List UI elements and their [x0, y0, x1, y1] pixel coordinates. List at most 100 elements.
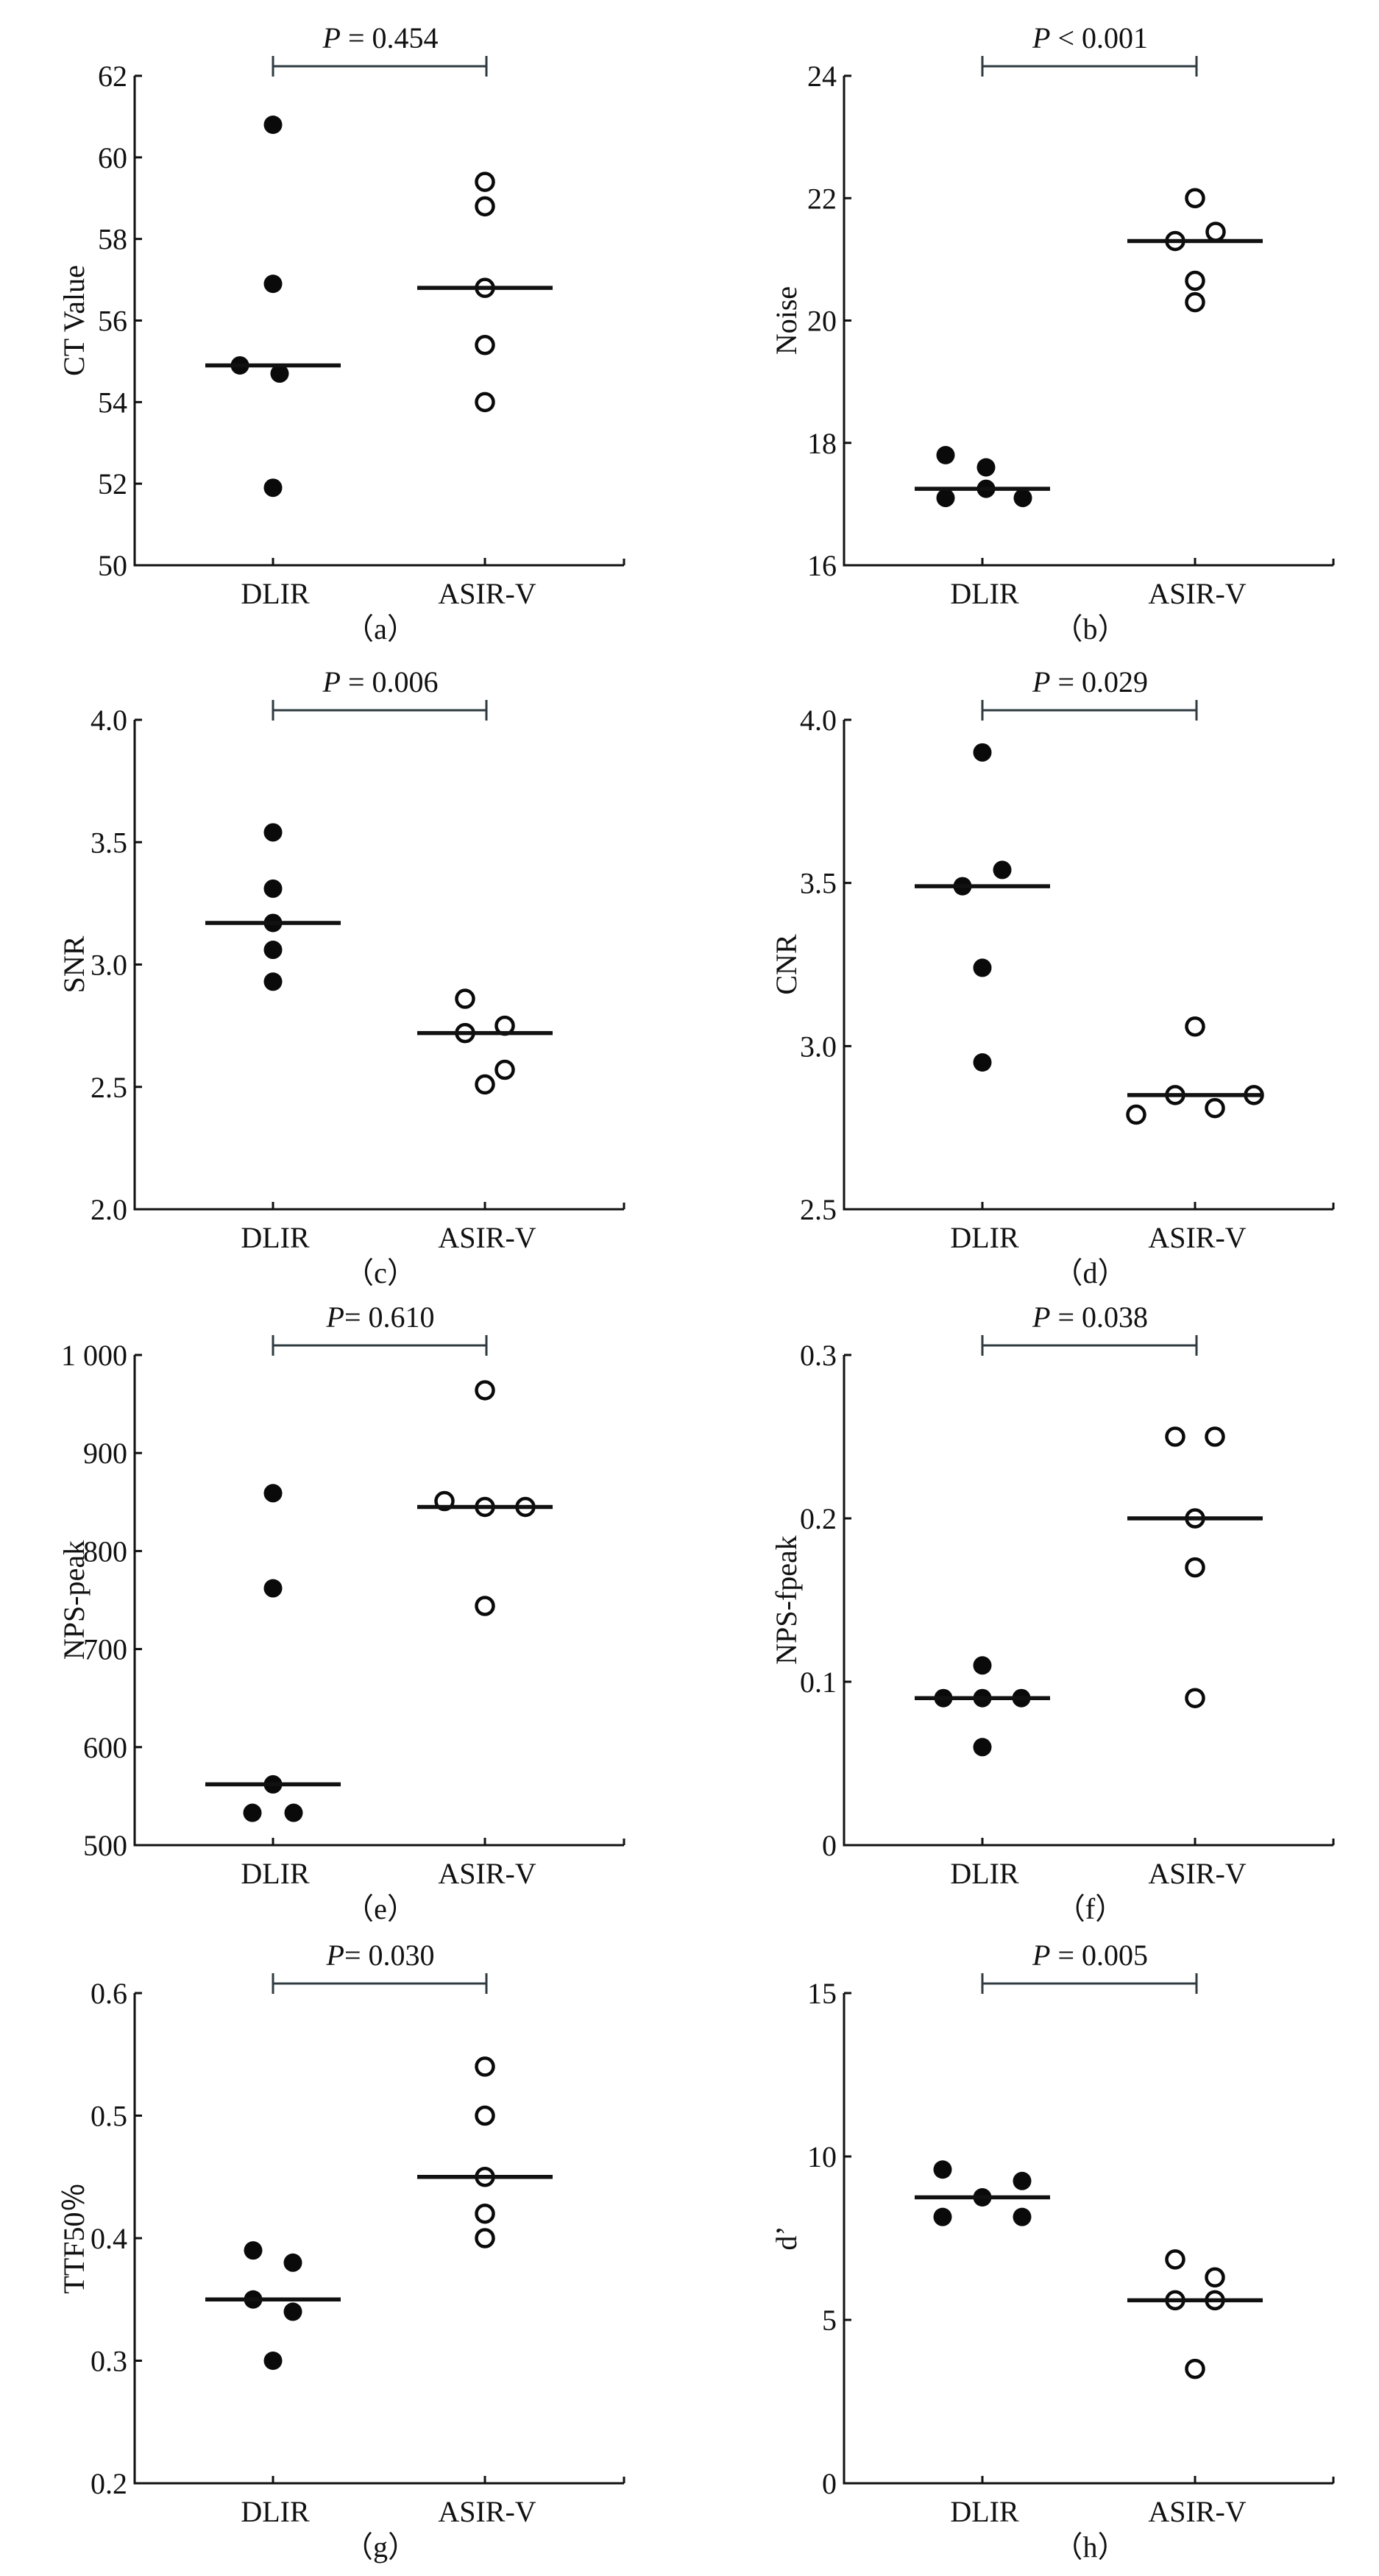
data-point-dlir: [283, 2253, 302, 2272]
p-value: = 0.454: [341, 21, 439, 54]
data-point-dlir: [243, 1803, 262, 1822]
y-tick-label: 3.5: [800, 867, 837, 900]
p-value-label: P < 0.001: [1032, 21, 1148, 54]
data-point-dlir: [973, 1738, 992, 1757]
p-value: = 0.006: [341, 665, 439, 698]
p-symbol: P: [1032, 21, 1050, 54]
y-tick-label: 4.0: [91, 704, 127, 737]
data-point-asir-v: [1205, 1097, 1225, 1119]
y-axis-title: Noise: [770, 286, 803, 355]
data-point-dlir: [933, 2207, 952, 2226]
data-point-asir-v: [475, 2203, 495, 2224]
p-value: = 0.038: [1050, 1301, 1148, 1334]
x-tick-label-asir-v: ASIR-V: [1148, 2495, 1246, 2528]
data-point-dlir: [1013, 2207, 1032, 2226]
p-symbol: P: [322, 21, 341, 54]
y-axis-title: SNR: [57, 935, 91, 993]
y-tick-label: 52: [98, 467, 127, 500]
y-tick-label: 18: [807, 427, 837, 460]
data-point-asir-v: [475, 1380, 495, 1401]
p-symbol: P: [322, 665, 341, 698]
y-tick-label: 56: [98, 305, 127, 338]
data-point-asir-v: [455, 988, 475, 1009]
chart-panel-d: 2.5 3.0 3.5 4.0 DLIR ASIR-V CNR （d） P = 0.029: [770, 665, 1335, 1289]
panel-caption: （d）: [1054, 1256, 1127, 1289]
data-point-dlir: [933, 2160, 952, 2179]
data-point-dlir: [973, 1656, 992, 1675]
x-tick-label-asir-v: ASIR-V: [1148, 1221, 1246, 1254]
y-axis-title: d’: [770, 2226, 803, 2250]
p-value-label: P = 0.005: [1032, 1939, 1148, 1972]
data-point-dlir: [263, 879, 283, 898]
x-tick-label-asir-v: ASIR-V: [438, 577, 536, 610]
x-tick-label-dlir: DLIR: [241, 1221, 310, 1254]
y-axis-title: CNR: [770, 934, 803, 995]
y-tick-label: 54: [98, 386, 127, 419]
data-point-asir-v: [1185, 1016, 1205, 1037]
p-value: < 0.001: [1050, 21, 1148, 54]
x-tick-label-asir-v: ASIR-V: [1148, 577, 1246, 610]
y-tick-label: 0: [822, 2467, 837, 2500]
p-symbol: P: [326, 1939, 344, 1972]
data-point-dlir: [263, 2352, 283, 2370]
chart-panel-g: 0.2 0.3 0.4 0.5 0.6 DLIR ASIR-V TTF50％ （g） P= 0.0…: [57, 1939, 625, 2563]
chart-panel-e: 500 600 700 800 900 1 000 DLIR ASIR-V NPS-peak （e…: [57, 1301, 625, 1925]
y-tick-label: 20: [807, 305, 837, 338]
data-point-dlir: [973, 1053, 992, 1072]
y-tick-label: 10: [807, 2140, 837, 2173]
data-point-asir-v: [475, 196, 495, 217]
data-point-dlir: [263, 1484, 283, 1503]
p-value-label: P = 0.029: [1032, 665, 1148, 698]
y-tick-label: 600: [83, 1731, 127, 1764]
x-tick-label-dlir: DLIR: [950, 1857, 1019, 1890]
data-point-dlir: [1013, 489, 1032, 508]
y-tick-label: 5: [822, 2304, 837, 2337]
x-tick-label-asir-v: ASIR-V: [438, 1857, 536, 1890]
x-tick-label-asir-v: ASIR-V: [438, 1221, 536, 1254]
panel-caption: （h）: [1054, 2530, 1127, 2563]
p-value: = 0.029: [1050, 665, 1148, 698]
y-tick-label: 900: [83, 1437, 127, 1470]
y-tick-label: 2.5: [91, 1071, 127, 1104]
y-tick-label: 3.5: [91, 826, 127, 859]
data-point-dlir: [270, 364, 289, 383]
y-tick-label: 0: [822, 1829, 837, 1862]
data-point-dlir: [263, 116, 283, 134]
data-point-dlir: [263, 823, 283, 842]
data-point-dlir: [283, 2302, 302, 2321]
p-value-label: P= 0.610: [326, 1301, 435, 1334]
x-tick-label-dlir: DLIR: [241, 2495, 310, 2528]
data-point-asir-v: [1205, 222, 1226, 242]
x-tick-label-dlir: DLIR: [950, 577, 1019, 610]
y-tick-label: 0.3: [800, 1339, 837, 1372]
panel-caption: （f）: [1056, 1892, 1124, 1925]
data-point-dlir: [244, 2241, 263, 2260]
y-tick-label: 0.2: [800, 1502, 837, 1535]
data-point-asir-v: [1165, 1426, 1185, 1447]
data-point-asir-v: [475, 2105, 495, 2126]
y-tick-label: 3.0: [91, 949, 127, 982]
p-value-label: P= 0.030: [326, 1939, 435, 1972]
data-point-dlir: [973, 743, 992, 762]
y-tick-label: 0.4: [91, 2222, 127, 2255]
panel-caption: （a）: [344, 612, 416, 645]
data-point-dlir: [263, 478, 283, 498]
x-tick-label-dlir: DLIR: [241, 577, 310, 610]
data-point-asir-v: [1126, 1104, 1146, 1125]
y-tick-label: 22: [807, 182, 837, 215]
y-tick-label: 1 000: [61, 1339, 127, 1372]
y-tick-label: 0.1: [800, 1666, 837, 1699]
data-point-asir-v: [475, 392, 495, 413]
panel-caption: （e）: [344, 1892, 416, 1925]
data-point-dlir: [263, 941, 283, 960]
y-tick-label: 0.2: [91, 2467, 127, 2500]
data-point-asir-v: [475, 1074, 495, 1095]
data-point-asir-v: [475, 171, 495, 192]
chart-panel-a: 50 52 54 56 58 60 62 DLIR ASIR-V CT Value （a） P = 0…: [57, 21, 625, 645]
y-tick-label: 62: [98, 60, 127, 93]
x-tick-label-dlir: DLIR: [950, 2495, 1019, 2528]
data-point-dlir: [1013, 2171, 1032, 2190]
y-tick-label: 700: [83, 1633, 127, 1666]
y-tick-label: 58: [98, 223, 127, 256]
